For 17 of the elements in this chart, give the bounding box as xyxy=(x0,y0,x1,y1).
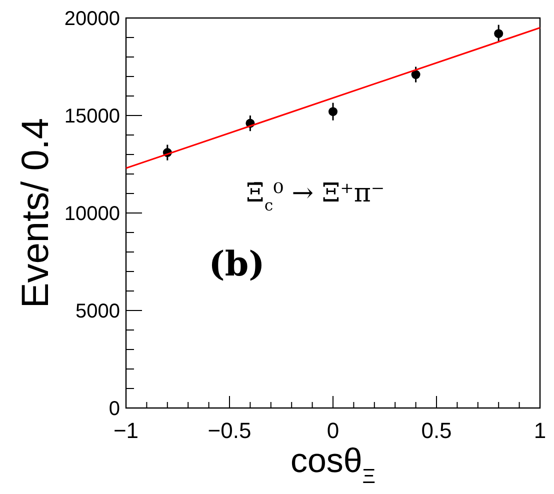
point xyxy=(411,70,420,80)
x-tick-label: −1 xyxy=(113,418,139,443)
point xyxy=(494,29,504,38)
annotation: (b) xyxy=(208,244,265,284)
x-tick-label: −0.5 xyxy=(208,418,252,443)
y-tick-label: 5000 xyxy=(76,300,120,323)
y-tick-label: 15000 xyxy=(64,106,120,128)
y-axis-title: Events/ 0.4 xyxy=(15,118,57,308)
y-tick-label: 10000 xyxy=(64,203,120,226)
x-axis-title: cosθ$_{Ξ}$ xyxy=(290,442,376,488)
x-tick-label: 0 xyxy=(326,418,340,443)
point xyxy=(328,107,338,116)
x-tick-label: 1 xyxy=(534,418,546,443)
x-tick-label: 0.5 xyxy=(421,418,452,443)
y-tick-label: 20000 xyxy=(64,8,120,30)
annotation: Ξ̄$_{c}$⁰ → Ξ⁺π⁻ xyxy=(246,178,385,214)
y-tick-label: 0 xyxy=(108,398,120,420)
